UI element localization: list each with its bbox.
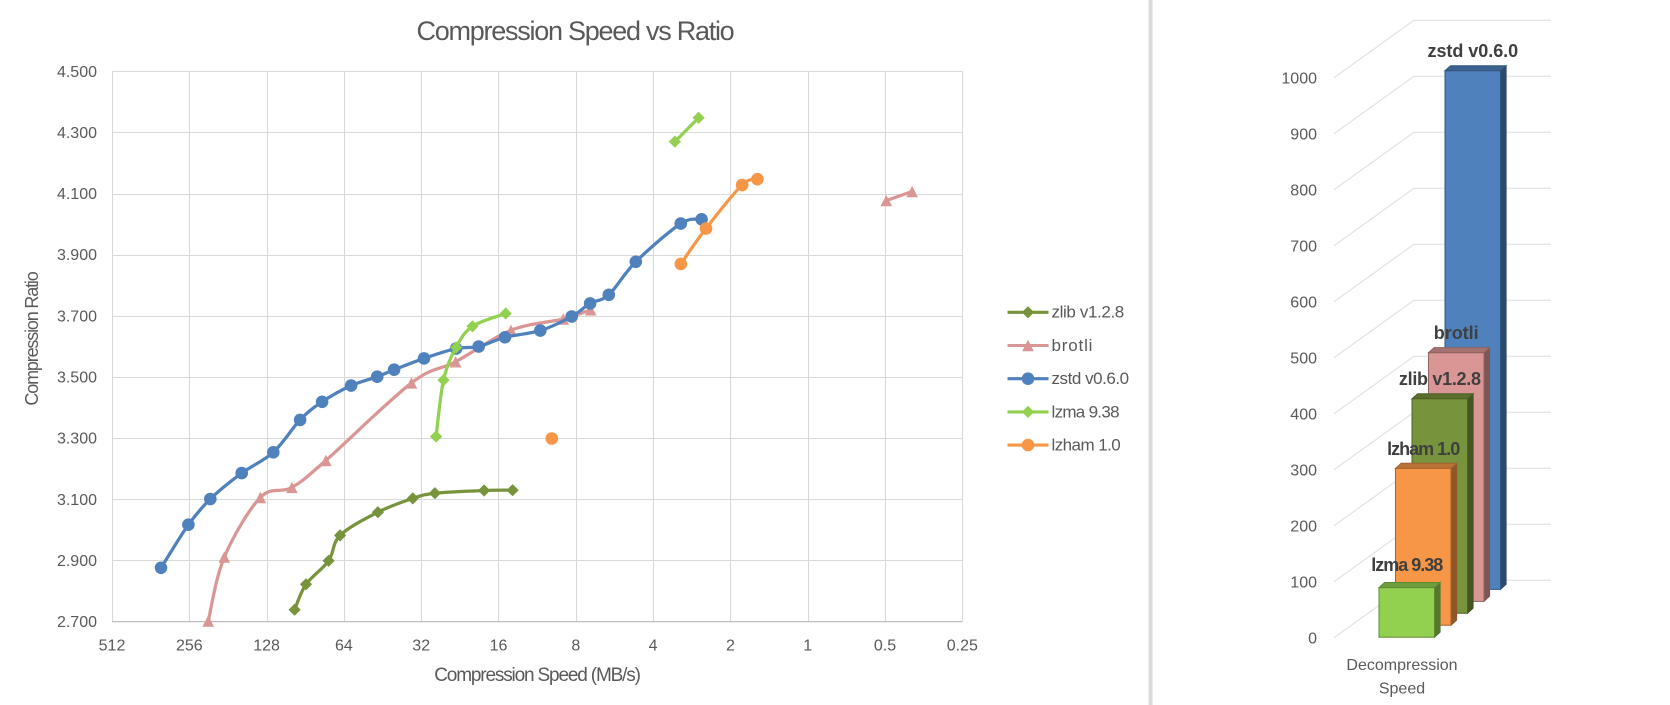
svg-text:0.25: 0.25 bbox=[947, 637, 978, 654]
svg-text:0: 0 bbox=[1308, 631, 1317, 648]
svg-text:800: 800 bbox=[1290, 183, 1317, 200]
svg-text:100: 100 bbox=[1290, 575, 1317, 592]
svg-text:600: 600 bbox=[1290, 295, 1317, 312]
svg-text:Compression Speed vs Ratio: Compression Speed vs Ratio bbox=[417, 16, 734, 46]
svg-text:700: 700 bbox=[1290, 239, 1317, 256]
svg-text:3.300: 3.300 bbox=[57, 431, 97, 448]
svg-text:zstd v0.6.0: zstd v0.6.0 bbox=[1427, 41, 1518, 61]
svg-text:32: 32 bbox=[412, 637, 430, 654]
svg-text:64: 64 bbox=[335, 637, 353, 654]
svg-text:2: 2 bbox=[726, 637, 735, 654]
svg-text:4.500: 4.500 bbox=[57, 64, 97, 81]
svg-text:brotli: brotli bbox=[1052, 336, 1094, 355]
svg-text:4.100: 4.100 bbox=[57, 186, 97, 203]
svg-text:2.900: 2.900 bbox=[57, 553, 97, 570]
svg-text:Compression Speed (MB/s): Compression Speed (MB/s) bbox=[434, 665, 640, 686]
svg-text:lzma 9.38: lzma 9.38 bbox=[1371, 555, 1443, 575]
svg-text:Compression Ratio: Compression Ratio bbox=[22, 271, 42, 405]
svg-text:zlib v1.2.8: zlib v1.2.8 bbox=[1052, 303, 1124, 322]
svg-text:1: 1 bbox=[803, 637, 812, 654]
svg-text:3.500: 3.500 bbox=[57, 370, 97, 387]
svg-text:512: 512 bbox=[99, 637, 126, 654]
svg-text:3.900: 3.900 bbox=[57, 247, 97, 264]
svg-text:8: 8 bbox=[571, 637, 580, 654]
svg-text:4: 4 bbox=[649, 637, 658, 654]
svg-text:2.700: 2.700 bbox=[57, 614, 97, 631]
svg-text:zstd v0.6.0: zstd v0.6.0 bbox=[1052, 369, 1129, 388]
svg-text:zlib v1.2.8: zlib v1.2.8 bbox=[1399, 369, 1481, 389]
svg-text:1000: 1000 bbox=[1281, 71, 1317, 88]
svg-text:Speed: Speed bbox=[1379, 681, 1425, 698]
svg-text:256: 256 bbox=[176, 637, 203, 654]
svg-text:16: 16 bbox=[490, 637, 508, 654]
svg-text:3.700: 3.700 bbox=[57, 308, 97, 325]
svg-text:400: 400 bbox=[1290, 407, 1317, 424]
svg-text:brotli: brotli bbox=[1434, 323, 1479, 343]
svg-text:200: 200 bbox=[1290, 519, 1317, 536]
svg-text:500: 500 bbox=[1290, 351, 1317, 368]
svg-text:lzham 1.0: lzham 1.0 bbox=[1052, 436, 1121, 455]
svg-text:128: 128 bbox=[253, 637, 280, 654]
svg-text:900: 900 bbox=[1290, 127, 1317, 144]
svg-text:300: 300 bbox=[1290, 463, 1317, 480]
svg-text:lzma 9.38: lzma 9.38 bbox=[1052, 402, 1120, 421]
svg-text:lzham 1.0: lzham 1.0 bbox=[1387, 439, 1460, 459]
svg-text:4.300: 4.300 bbox=[57, 125, 97, 142]
svg-text:3.100: 3.100 bbox=[57, 492, 97, 509]
svg-text:0.5: 0.5 bbox=[874, 637, 896, 654]
svg-text:Decompression: Decompression bbox=[1346, 657, 1457, 674]
